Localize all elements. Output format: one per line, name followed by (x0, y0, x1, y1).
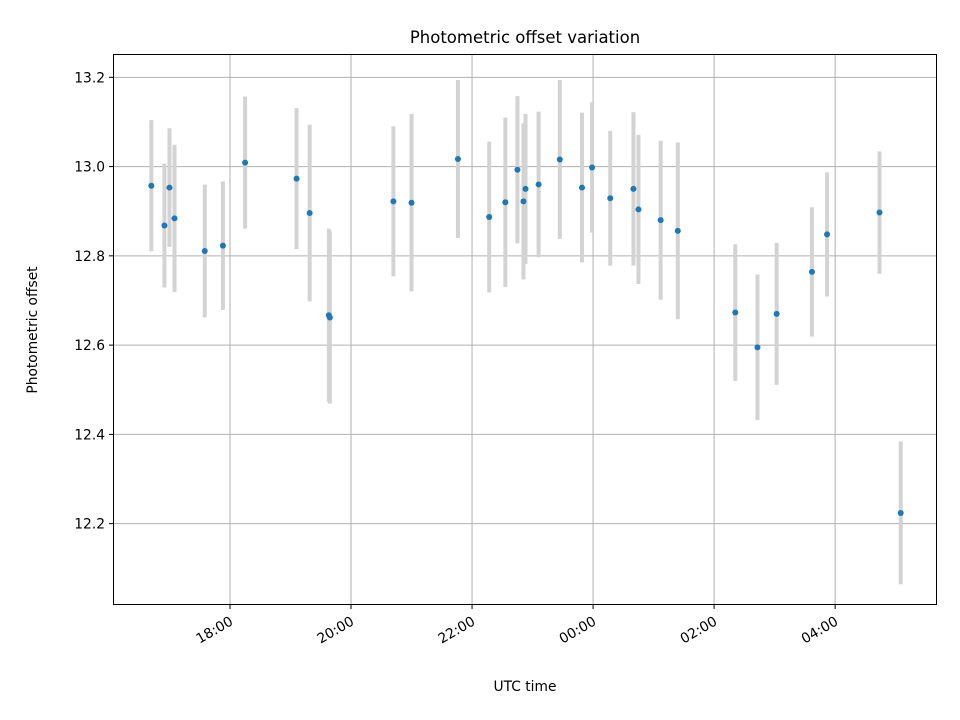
data-point (161, 222, 168, 229)
data-point (808, 268, 815, 275)
data-point (390, 198, 397, 205)
data-point (326, 314, 333, 321)
data-point (201, 247, 208, 254)
data-point (514, 166, 521, 173)
y-tick-label: 12.8 (74, 249, 105, 265)
y-axis-ticks: 12.2 12.4 12.6 12.8 13.0 13.2 (74, 70, 114, 533)
data-point (219, 242, 226, 249)
data-point (674, 227, 681, 234)
x-axis-label: UTC time (494, 679, 557, 695)
y-tick-label: 13.0 (74, 160, 105, 176)
data-point (589, 164, 596, 171)
data-point (520, 198, 527, 205)
grid (114, 55, 936, 604)
y-tick-label: 12.6 (74, 338, 105, 354)
data-point (522, 185, 529, 192)
data-point (535, 181, 542, 188)
data-point (657, 217, 664, 224)
data-point (635, 206, 642, 213)
data-point (773, 310, 780, 317)
data-point (556, 156, 563, 163)
data-point (876, 209, 883, 216)
data-point (306, 210, 313, 217)
data-point (502, 199, 509, 206)
data-point (454, 155, 461, 162)
data-point (607, 195, 614, 202)
data-point (148, 182, 155, 189)
plot-frame (113, 54, 937, 605)
data-point (824, 231, 831, 238)
data-point (242, 159, 249, 166)
data-point (578, 184, 585, 191)
data-point (408, 199, 415, 206)
y-axis-label: Photometric offset (25, 266, 41, 394)
y-tick-label: 13.2 (74, 70, 105, 86)
data-points (148, 155, 904, 516)
data-point (486, 214, 493, 221)
data-point (897, 509, 904, 516)
y-tick-label: 12.2 (74, 517, 105, 533)
chart-title: Photometric offset variation (410, 28, 640, 47)
y-tick-label: 12.4 (74, 427, 105, 443)
data-point (732, 309, 739, 316)
data-point (166, 184, 173, 191)
data-point (293, 175, 300, 182)
data-point (171, 215, 178, 222)
data-point (754, 344, 761, 351)
data-point (630, 185, 637, 192)
